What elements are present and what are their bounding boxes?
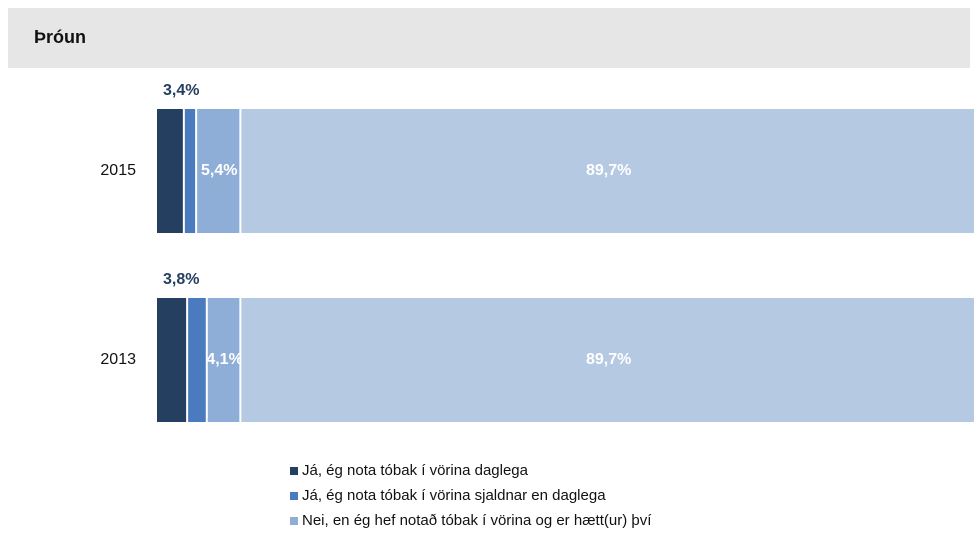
bar-segment (157, 109, 183, 233)
legend-swatch (290, 467, 298, 475)
value-label: 4,1% (206, 351, 242, 368)
chart-title: Þróun (34, 27, 86, 47)
value-label: 3,4% (163, 82, 199, 99)
legend-label: Já, ég nota tóbak í vörina sjaldnar en d… (302, 487, 606, 504)
value-label: 89,7% (586, 162, 631, 179)
y-tick-label: 2013 (100, 351, 136, 368)
y-tick-label: 2015 (100, 162, 136, 179)
legend-label: Já, ég nota tóbak í vörina daglega (302, 462, 529, 479)
bar-segment (157, 298, 187, 422)
bar-segment (197, 109, 240, 233)
header-band (8, 8, 970, 68)
legend-swatch (290, 492, 298, 500)
value-label: 89,7% (586, 351, 631, 368)
bar-segment (184, 109, 196, 233)
bar-segment (241, 109, 974, 233)
value-label: 3,8% (163, 271, 199, 288)
bar-segment (241, 298, 974, 422)
bar-segment (188, 298, 206, 422)
value-label: 5,4% (201, 162, 237, 179)
bar-segment (207, 298, 240, 422)
legend-label: Nei, en ég hef notað tóbak í vörina og e… (302, 512, 652, 529)
legend-swatch (290, 517, 298, 525)
